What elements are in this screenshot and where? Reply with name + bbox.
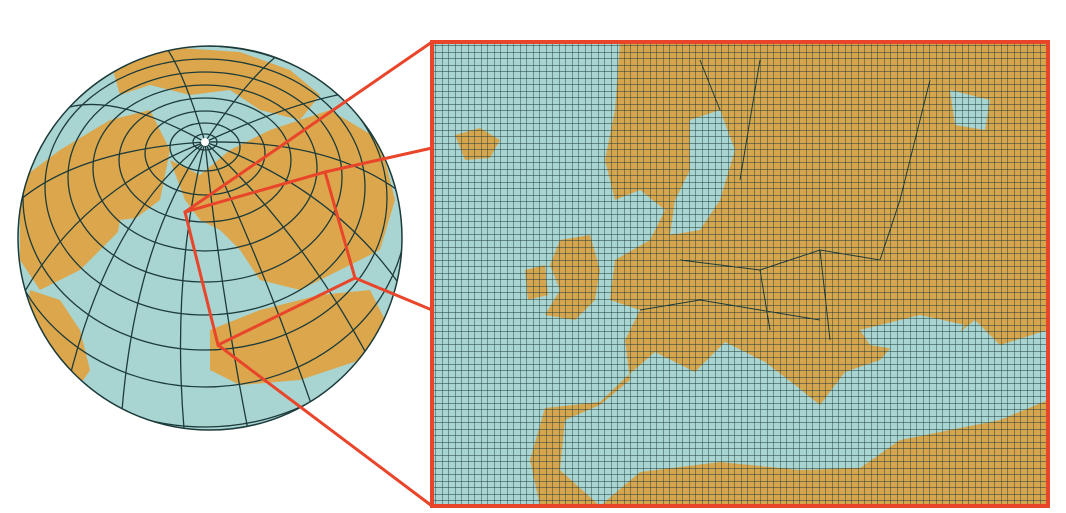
- globe: [17, 45, 403, 431]
- meridian: [204, 46, 301, 143]
- meridian: [204, 141, 402, 301]
- inset-map: [432, 42, 1048, 506]
- inset-grid: [432, 42, 1048, 506]
- connector: [324, 146, 433, 174]
- connector: [217, 343, 433, 508]
- meridian: [19, 141, 206, 201]
- border: [639, 59, 931, 341]
- globe-outline: [17, 45, 403, 431]
- meridian: [119, 141, 206, 430]
- meridian: [59, 141, 206, 421]
- meridian: [204, 141, 402, 201]
- meridian: [59, 103, 206, 143]
- parallel: [18, 46, 402, 428]
- globe-grid: [18, 46, 402, 430]
- parallel: [18, 46, 402, 388]
- land: [110, 48, 320, 120]
- parallel: [92, 84, 318, 252]
- connector: [354, 276, 433, 312]
- connector: [184, 40, 433, 214]
- meridian: [204, 141, 321, 430]
- meridian: [19, 141, 206, 301]
- meridian: [204, 141, 251, 430]
- parallel: [67, 71, 343, 283]
- land: [210, 290, 385, 385]
- meridian: [204, 141, 381, 381]
- parallel: [44, 58, 366, 316]
- pole: [201, 138, 209, 146]
- parallel: [169, 122, 241, 172]
- parallel: [144, 110, 266, 196]
- borders: [639, 59, 931, 341]
- meridian: [179, 141, 206, 430]
- zoom-connectors: [183, 40, 433, 508]
- meridian: [159, 46, 206, 143]
- inset-frame: [430, 40, 1050, 508]
- parallel: [118, 97, 292, 223]
